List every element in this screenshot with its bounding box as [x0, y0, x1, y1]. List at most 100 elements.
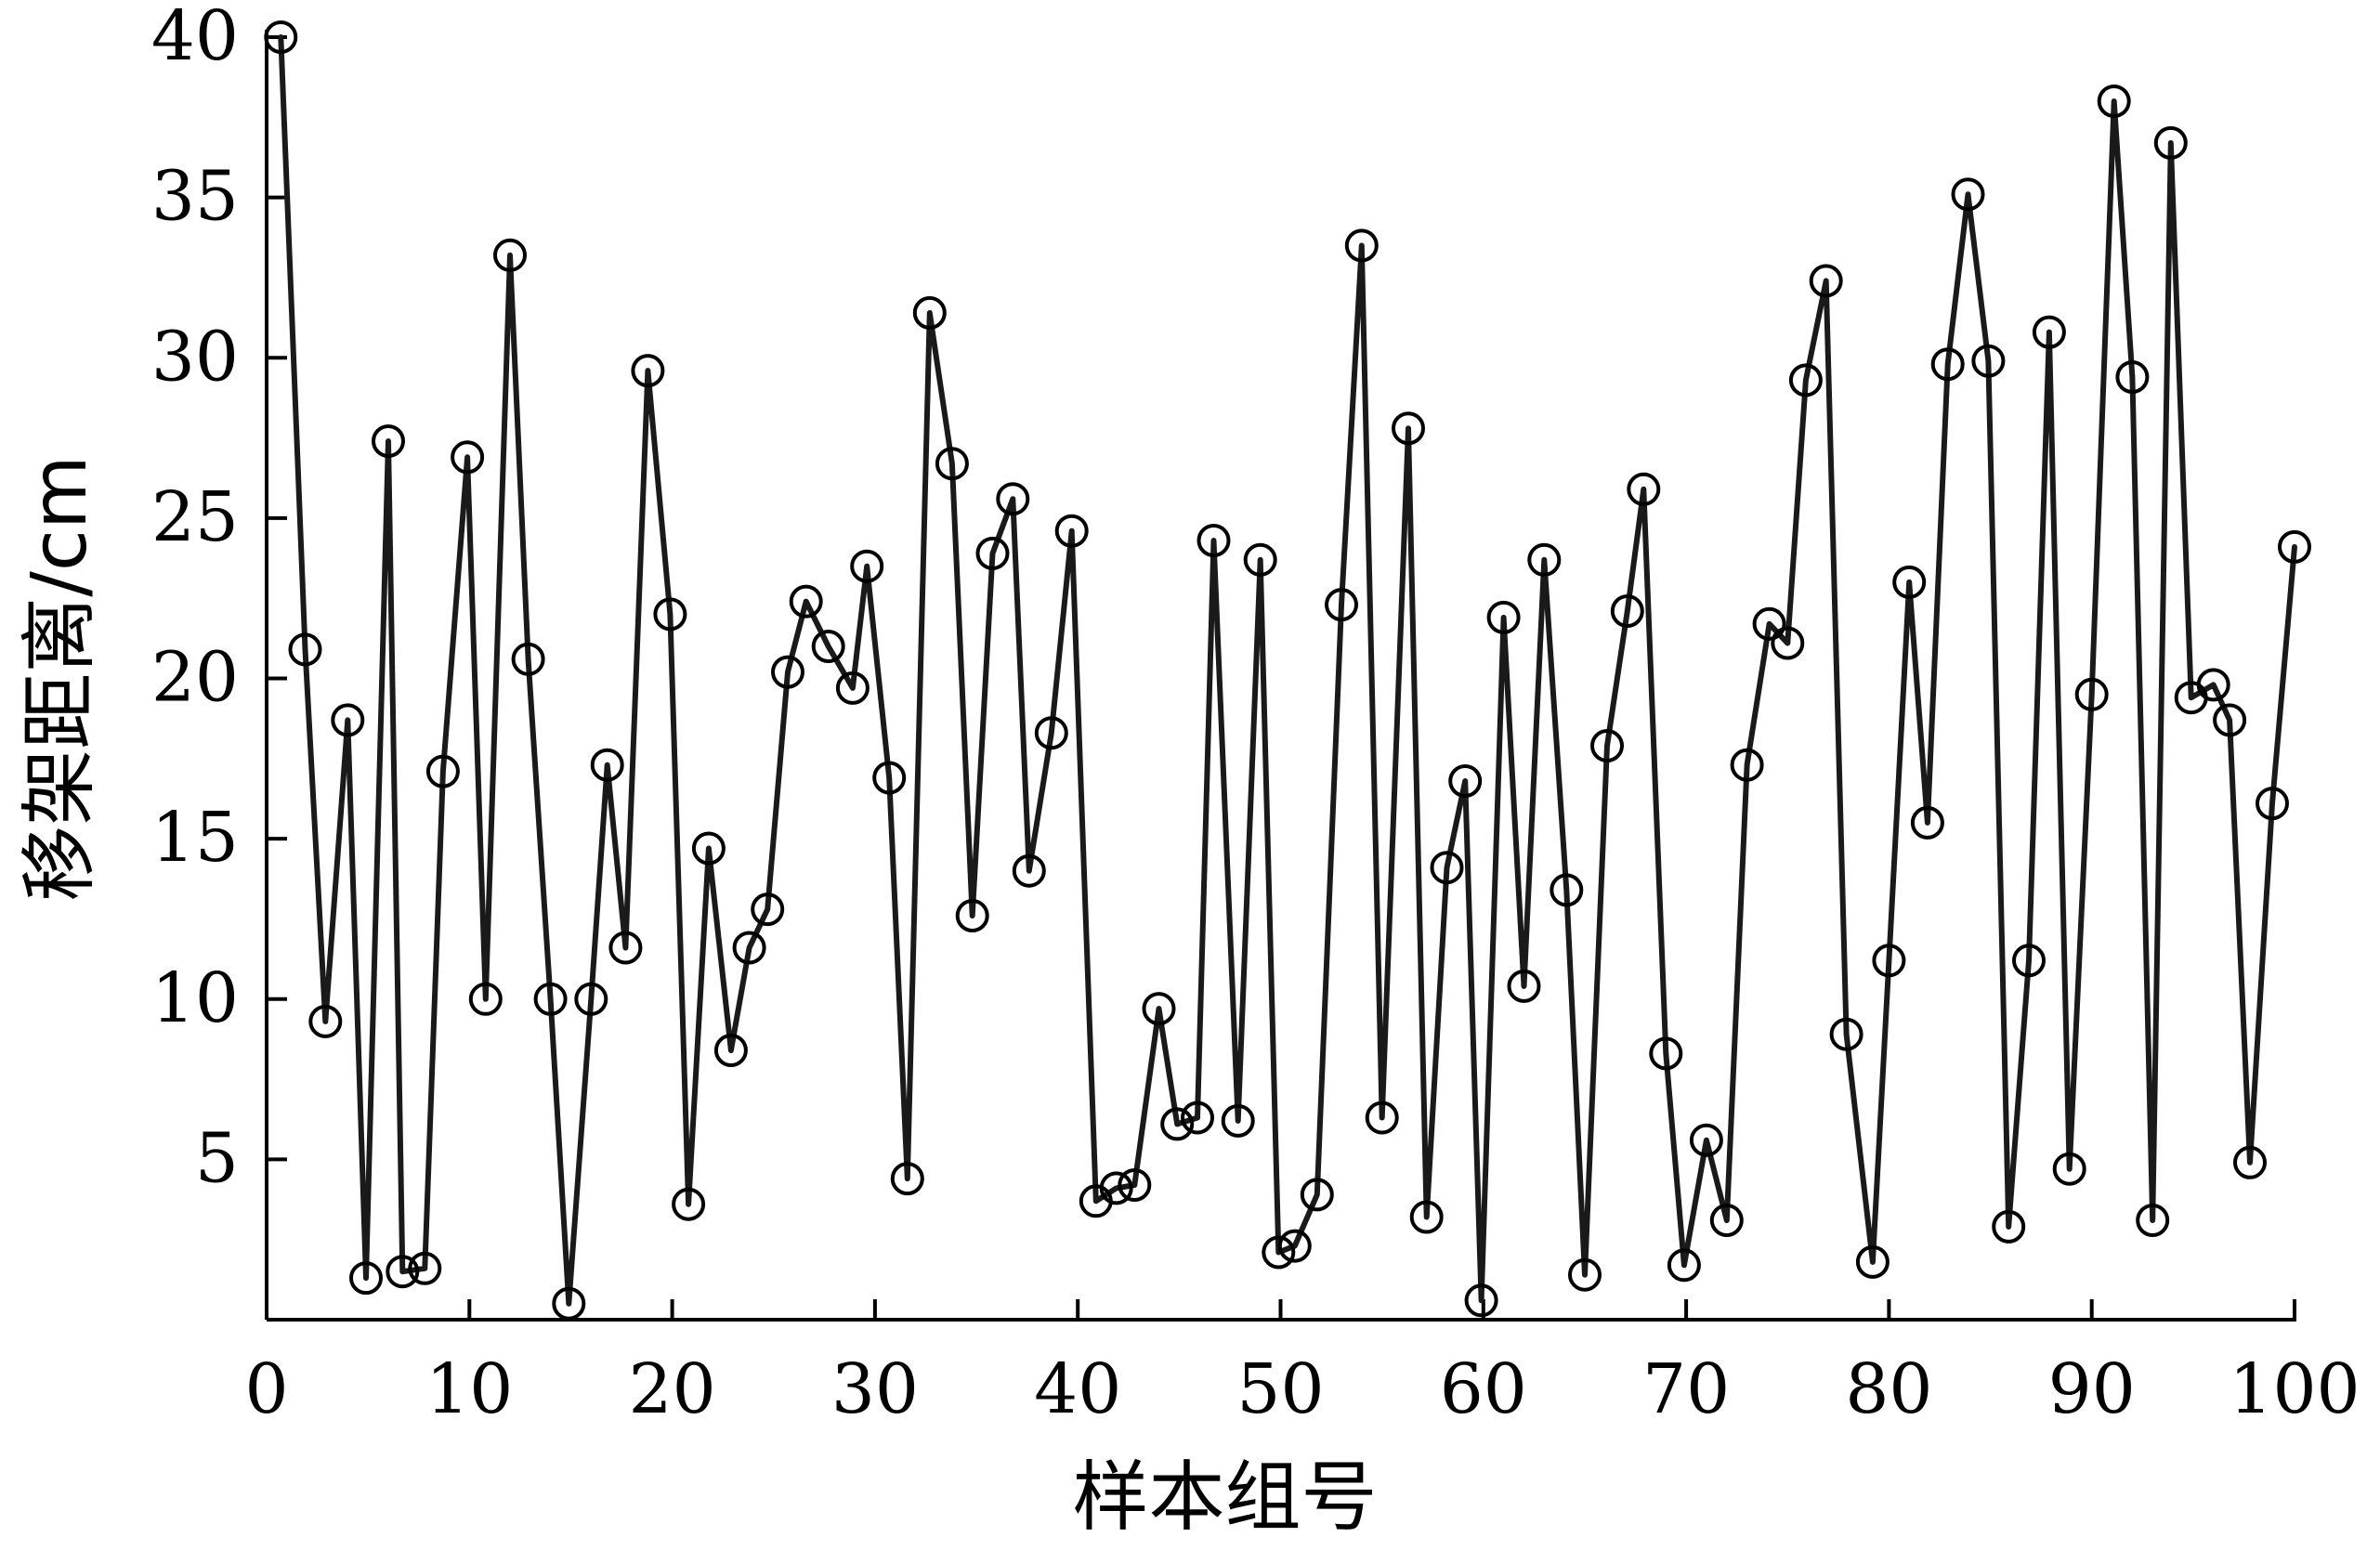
data-point: [1527, 542, 1562, 577]
data-point: [751, 892, 785, 927]
data-point: [331, 703, 365, 737]
data-point: [1872, 944, 1906, 978]
data-point: [1892, 565, 1927, 599]
data-point: [672, 1187, 706, 1221]
data-point: [1365, 1101, 1399, 1135]
data-point: [574, 982, 608, 1016]
y-tick-label: 25: [151, 477, 239, 557]
data-point: [1689, 1123, 1723, 1157]
data-point: [1910, 805, 1944, 840]
data-point: [468, 982, 503, 1016]
data-point: [996, 482, 1030, 516]
data-point: [811, 630, 845, 663]
y-tick-label: 30: [151, 317, 239, 397]
data-point: [1142, 992, 1176, 1026]
data-point: [511, 642, 545, 676]
data-point: [590, 748, 624, 782]
x-tick-label: 40: [1034, 1349, 1121, 1429]
y-tick-label: 10: [151, 958, 239, 1038]
data-point: [1448, 764, 1483, 798]
data-point: [1809, 264, 1843, 298]
data-point: [732, 931, 766, 965]
data-point: [975, 536, 1010, 570]
data-point: [608, 931, 643, 965]
data-point: [1464, 1283, 1498, 1318]
data-point: [349, 1261, 383, 1296]
x-tick-label: 90: [2048, 1349, 2136, 1429]
data-point: [408, 1251, 442, 1285]
x-ticks: 0 10 20 30 40 50 60 70 80 90 100: [244, 1299, 2360, 1429]
data-point: [451, 440, 485, 475]
data-point: [552, 1286, 586, 1321]
data-point: [713, 1034, 748, 1067]
data-point: [2256, 787, 2289, 821]
data-point: [912, 295, 947, 330]
axes: 5 10 15 20 25 30 35 40 0 10 20 30 40 50 60 70 80 90 100: [151, 0, 2360, 1429]
data-point: [653, 597, 687, 632]
x-tick-label: 70: [1642, 1349, 1730, 1429]
data-point: [2136, 1204, 2170, 1237]
data-point: [771, 655, 804, 689]
data-point: [386, 1255, 420, 1289]
data-point: [1709, 1204, 1744, 1237]
data-point: [631, 354, 665, 388]
data-point: [1829, 1017, 1863, 1051]
series-layer: [264, 20, 2311, 1321]
data-point: [1160, 1107, 1195, 1141]
series-line: [278, 34, 2297, 1307]
data-point: [1034, 716, 1068, 750]
data-point: [1855, 1244, 1890, 1279]
data-point: [1486, 600, 1521, 634]
x-tick-label: 20: [629, 1349, 716, 1429]
data-point: [872, 761, 907, 795]
data-point: [1409, 1200, 1444, 1234]
data-point: [493, 238, 527, 272]
data-point: [1590, 729, 1624, 762]
data-point: [835, 671, 870, 705]
y-tick-label: 40: [151, 0, 239, 76]
y-tick-label: 35: [151, 157, 239, 237]
data-point: [1930, 347, 1965, 382]
data-point: [372, 424, 405, 458]
data-point: [2115, 360, 2150, 394]
x-tick-label: 60: [1440, 1349, 1527, 1429]
data-point: [691, 831, 726, 866]
data-point: [1099, 1171, 1133, 1205]
data-point: [308, 1004, 343, 1038]
data-point: [1012, 853, 1046, 888]
data-point: [1992, 1209, 2026, 1244]
data-point: [1054, 514, 1089, 548]
data-point: [1788, 363, 1823, 397]
data-point: [1300, 1178, 1334, 1212]
data-point: [850, 549, 884, 583]
data-point: [789, 584, 823, 619]
data-point: [425, 754, 460, 788]
x-tick-label: 0: [244, 1349, 288, 1429]
data-point: [1507, 969, 1541, 1003]
x-tick-label: 50: [1236, 1349, 1324, 1429]
data-point: [1243, 542, 1277, 577]
data-point: [890, 1162, 924, 1196]
data-point: [1262, 1235, 1296, 1270]
data-point: [935, 447, 969, 481]
x-tick-label: 30: [831, 1349, 919, 1429]
data-point: [1752, 606, 1786, 641]
data-point: [2012, 944, 2046, 978]
data-point: [1181, 1101, 1214, 1135]
data-point: [1550, 873, 1584, 907]
x-tick-label: 10: [425, 1349, 513, 1429]
data-point: [1568, 1257, 1602, 1292]
y-tick-label: 20: [151, 638, 239, 718]
data-point: [1771, 626, 1805, 660]
x-tick-label: 100: [2229, 1349, 2360, 1429]
data-point: [1430, 851, 1464, 885]
data-point: [1971, 344, 2006, 378]
y-tick-label: 5: [195, 1118, 239, 1198]
data-point: [2074, 677, 2109, 711]
data-point: [1610, 594, 1644, 628]
data-point: [2278, 529, 2311, 564]
data-point: [2153, 125, 2188, 160]
data-point: [533, 982, 568, 1016]
data-point: [1118, 1168, 1152, 1202]
